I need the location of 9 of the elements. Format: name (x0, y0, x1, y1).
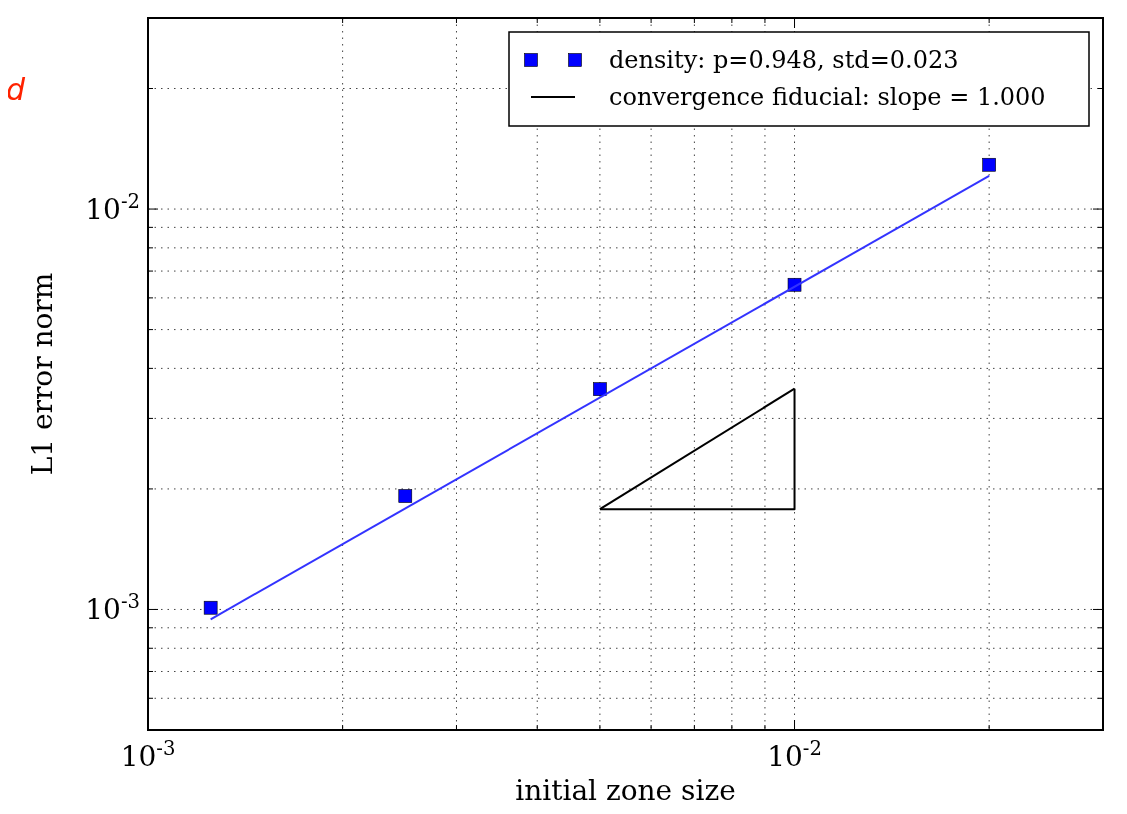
legend-label: density: p=0.948, std=0.023 (609, 46, 959, 74)
point (593, 382, 607, 396)
x-axis-title: initial zone size (515, 774, 736, 807)
point (982, 157, 996, 172)
point (398, 489, 413, 503)
legend-label: convergence fiducial: slope = 1.000 (609, 83, 1046, 111)
y-axis-title: L1 error norm (26, 272, 59, 476)
point (203, 600, 218, 615)
text: d (6, 72, 26, 107)
